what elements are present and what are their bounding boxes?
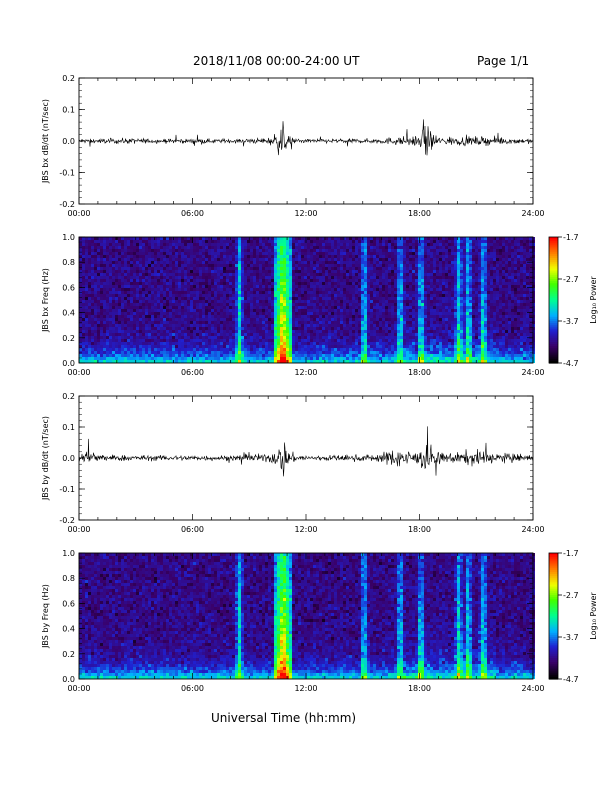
x-tick-label: 18:00 [408, 209, 431, 218]
x-tick-label: 06:00 [181, 525, 204, 534]
panel-4: -1.7 -2.7 -3.7 -4.7 Log₁₀ Power 00:00 06:00 12:… [41, 549, 598, 693]
colorbar-tick-label: -4.7 [563, 675, 579, 684]
x-tick-label: 00:00 [67, 525, 90, 534]
y-tick-label: -0.1 [59, 485, 75, 494]
y-tick-label: 0.2 [62, 334, 75, 343]
x-tick-label: 06:00 [181, 209, 204, 218]
y-tick-label: 0.4 [62, 309, 75, 318]
y-tick-label: 0.6 [62, 283, 75, 292]
x-axis-title: Universal Time (hh:mm) [211, 711, 357, 725]
waveform-line [78, 426, 534, 477]
x-tick-label: 24:00 [521, 684, 544, 693]
waveform-line [78, 119, 534, 156]
y-tick-label: -0.1 [59, 169, 75, 178]
y-tick-label: 0.0 [62, 675, 75, 684]
x-tick-label: 12:00 [294, 525, 317, 534]
x-tick-label: 24:00 [521, 209, 544, 218]
y-tick-label: 0.2 [62, 650, 75, 659]
colorbar-tick-label: -1.7 [563, 549, 579, 558]
page-title: 2018/11/08 00:00-24:00 UT [193, 54, 360, 68]
spectrogram-cells [79, 553, 535, 679]
colorbar-frame [548, 236, 559, 364]
y-tick-label: 0.4 [62, 625, 75, 634]
y-tick-label: 0.2 [62, 392, 75, 401]
colorbar-tick-label: -3.7 [563, 317, 579, 326]
y-axis-label: JBS by Freq (Hz) [41, 584, 50, 649]
spectrogram-cells [79, 237, 535, 363]
y-axis-label: JBS by dB/dt (nT/sec) [41, 416, 50, 501]
colorbar: -1.7 -2.7 -3.7 -4.7 Log₁₀ Power [548, 233, 598, 368]
x-tick-label: 24:00 [521, 368, 544, 377]
panel-2: -1.7 -2.7 -3.7 -4.7 Log₁₀ Power 00:00 06:00 12:… [41, 233, 598, 377]
y-axis-label: JBS bx Freq (Hz) [41, 268, 50, 333]
y-axis-label: JBS bx dB/dt (nT/sec) [41, 99, 50, 184]
x-tick-label: 00:00 [67, 209, 90, 218]
colorbar-frame [548, 552, 559, 680]
colorbar-tick-label: -4.7 [563, 359, 579, 368]
y-tick-label: 1.0 [62, 549, 75, 558]
colorbar-label: Log₁₀ Power [589, 592, 598, 640]
y-tick-label: 0.8 [62, 574, 75, 583]
x-tick-label: 18:00 [408, 368, 431, 377]
y-tick-label: -0.2 [59, 516, 75, 525]
y-tick-label: -0.2 [59, 200, 75, 209]
x-tick-label: 12:00 [294, 368, 317, 377]
x-tick-label: 18:00 [408, 525, 431, 534]
y-tick-label: 0.1 [62, 423, 75, 432]
x-tick-label: 18:00 [408, 684, 431, 693]
y-tick-label: 0.2 [62, 74, 75, 83]
y-tick-label: 0.0 [62, 359, 75, 368]
x-tick-label: 12:00 [294, 209, 317, 218]
colorbar-tick-label: -1.7 [563, 233, 579, 242]
y-tick-label: 0.8 [62, 258, 75, 267]
page-number: Page 1/1 [477, 54, 530, 68]
x-tick-label: 00:00 [67, 684, 90, 693]
x-tick-label: 06:00 [181, 684, 204, 693]
x-tick-label: 12:00 [294, 684, 317, 693]
y-tick-label: 0.0 [62, 137, 75, 146]
x-tick-label: 00:00 [67, 368, 90, 377]
colorbar: -1.7 -2.7 -3.7 -4.7 Log₁₀ Power [548, 549, 598, 684]
panel-1: 00:00 06:00 12:00 18:00 24:00 -0.2 -0.1 0.0 0.1 0… [41, 74, 545, 218]
colorbar-tick-label: -2.7 [563, 275, 579, 284]
colorbar-tick-label: -3.7 [563, 633, 579, 642]
y-tick-label: 0.1 [62, 106, 75, 115]
x-tick-label: 24:00 [521, 525, 544, 534]
y-tick-label: 0.0 [62, 454, 75, 463]
panel-3: 00:00 06:00 12:00 18:00 24:00 -0.2 -0.1 0.0 0.1 0… [41, 392, 545, 534]
x-tick-label: 06:00 [181, 368, 204, 377]
y-tick-label: 0.6 [62, 599, 75, 608]
y-tick-label: 1.0 [62, 233, 75, 242]
colorbar-tick-label: -2.7 [563, 591, 579, 600]
colorbar-label: Log₁₀ Power [589, 276, 598, 324]
